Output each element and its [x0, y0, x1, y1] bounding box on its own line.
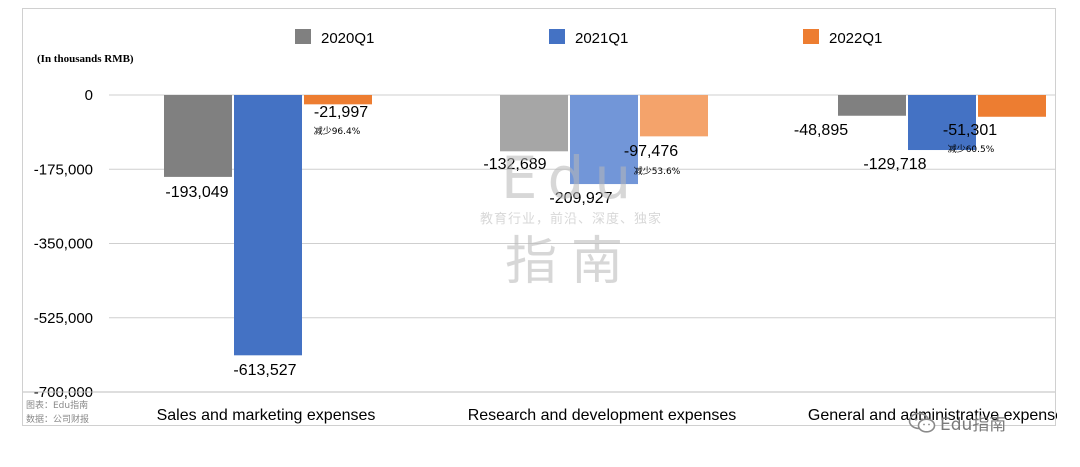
legend-swatch	[295, 29, 311, 44]
data-label: -97,476	[624, 143, 678, 160]
data-label: -129,718	[863, 156, 926, 173]
badge-label: Edu指南	[940, 415, 1007, 435]
bar	[978, 95, 1046, 117]
data-label: -21,997	[314, 104, 368, 121]
chart-frame: 0 -175,000 -350,000 -525,000 -700,000 (In tho…	[22, 8, 1057, 426]
bar	[500, 95, 568, 152]
data-label: -193,049	[165, 184, 228, 201]
y-tick-label: -350,000	[34, 236, 93, 253]
bar-chart: 0-175,000-350,000-525,000-700,000(In tho…	[23, 29, 1057, 424]
y-tick-label: 0	[85, 87, 93, 104]
wechat-badge: Edu指南	[908, 410, 1006, 435]
unit-label: (In thousands RMB)	[37, 53, 134, 65]
data-label: -48,895	[794, 122, 848, 139]
bar	[570, 95, 638, 185]
bar	[640, 95, 708, 137]
bar	[304, 95, 372, 105]
bar	[908, 95, 976, 151]
change-annotation: 减少60.5%	[948, 143, 995, 155]
source-chart-credit: 图表：Edu指南	[26, 401, 89, 411]
data-label: -613,527	[233, 362, 296, 379]
source-data-credit: 数据：公司财报	[26, 415, 90, 425]
change-annotation: 减少96.4%	[314, 125, 361, 137]
bar	[164, 95, 232, 177]
category-label: General and administrative expenses	[808, 407, 1057, 424]
y-tick-label: -175,000	[34, 161, 93, 178]
y-tick-label: -525,000	[34, 310, 93, 327]
legend-swatch	[803, 29, 819, 44]
change-annotation: 减少53.6%	[634, 165, 681, 177]
data-label: -132,689	[483, 156, 546, 173]
category-label: Sales and marketing expenses	[157, 407, 376, 424]
bar	[838, 95, 906, 116]
legend-swatch	[549, 29, 565, 44]
category-label: Research and development expenses	[468, 407, 737, 424]
legend-label: 2020Q1	[321, 30, 374, 47]
data-label: -209,927	[549, 190, 612, 207]
data-label: -51,301	[943, 122, 997, 139]
wechat-icon	[908, 412, 936, 433]
legend-label: 2021Q1	[575, 30, 628, 47]
legend-label: 2022Q1	[829, 30, 882, 47]
bar	[234, 95, 302, 356]
